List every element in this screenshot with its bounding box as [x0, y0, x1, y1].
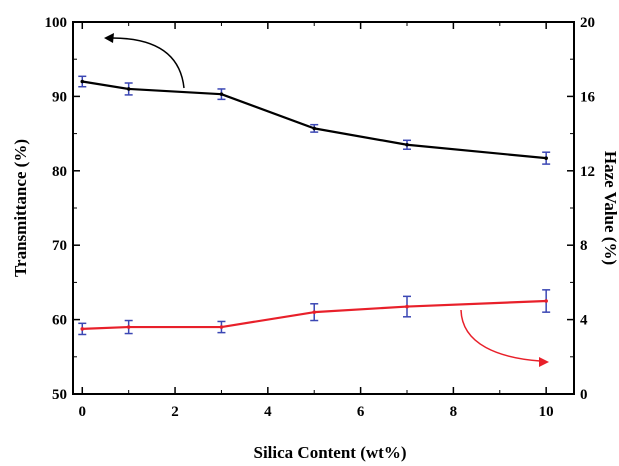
- y-left-tick-label: 90: [52, 89, 67, 105]
- y-right-tick-label: 8: [580, 238, 588, 254]
- y-left-tick-label: 60: [52, 313, 67, 329]
- transmittance-point: [126, 87, 131, 91]
- y-right-tick-label: 4: [580, 313, 588, 329]
- y-right-tick-label: 0: [580, 387, 588, 403]
- transmittance-line: [82, 80, 547, 160]
- y-left-tick-label: 50: [52, 387, 67, 403]
- axes: 0 2 4 6 8 10 50 60 70 80 90 100 0 4 8 12 16 20: [45, 15, 596, 420]
- x-tick-label: 2: [171, 404, 179, 420]
- haze-point: [80, 327, 85, 331]
- haze-point: [219, 325, 224, 329]
- left-series-arrow: [111, 37, 185, 89]
- haze-line: [82, 299, 547, 330]
- transmittance-point: [80, 79, 85, 84]
- transmittance-point: [312, 126, 317, 131]
- right-series-arrow: [460, 309, 541, 362]
- haze-point: [544, 299, 548, 303]
- x-tick-label: 0: [79, 404, 87, 420]
- y-left-tick-label: 80: [52, 164, 67, 180]
- haze-point: [405, 304, 409, 309]
- haze-point: [312, 310, 317, 314]
- right-series-arrowhead: [539, 357, 549, 367]
- y-right-tick-label: 16: [580, 89, 596, 105]
- series-layer: [78, 75, 551, 336]
- y-left-tick-label: 100: [45, 15, 68, 31]
- x-tick-label: 6: [357, 404, 365, 420]
- y-right-tick-label: 12: [580, 164, 595, 180]
- y-left-tick-label: 70: [52, 238, 67, 254]
- transmittance-point: [219, 92, 224, 96]
- x-tick-label: 10: [539, 404, 554, 420]
- y-right-axis-title: Haze Value (%): [601, 151, 619, 265]
- left-series-arrowhead: [104, 33, 114, 43]
- annotations: [104, 33, 549, 367]
- y-left-axis-title: Transmittance (%): [11, 139, 30, 277]
- transmittance-point: [405, 142, 409, 147]
- x-tick-label: 8: [450, 404, 458, 420]
- x-tick-label: 4: [264, 404, 272, 420]
- transmittance-point: [544, 156, 548, 160]
- y-right-tick-label: 20: [580, 15, 595, 31]
- plot-frame: [72, 21, 575, 395]
- haze-point: [126, 325, 131, 329]
- x-axis-title: Silica Content (wt%): [254, 443, 407, 462]
